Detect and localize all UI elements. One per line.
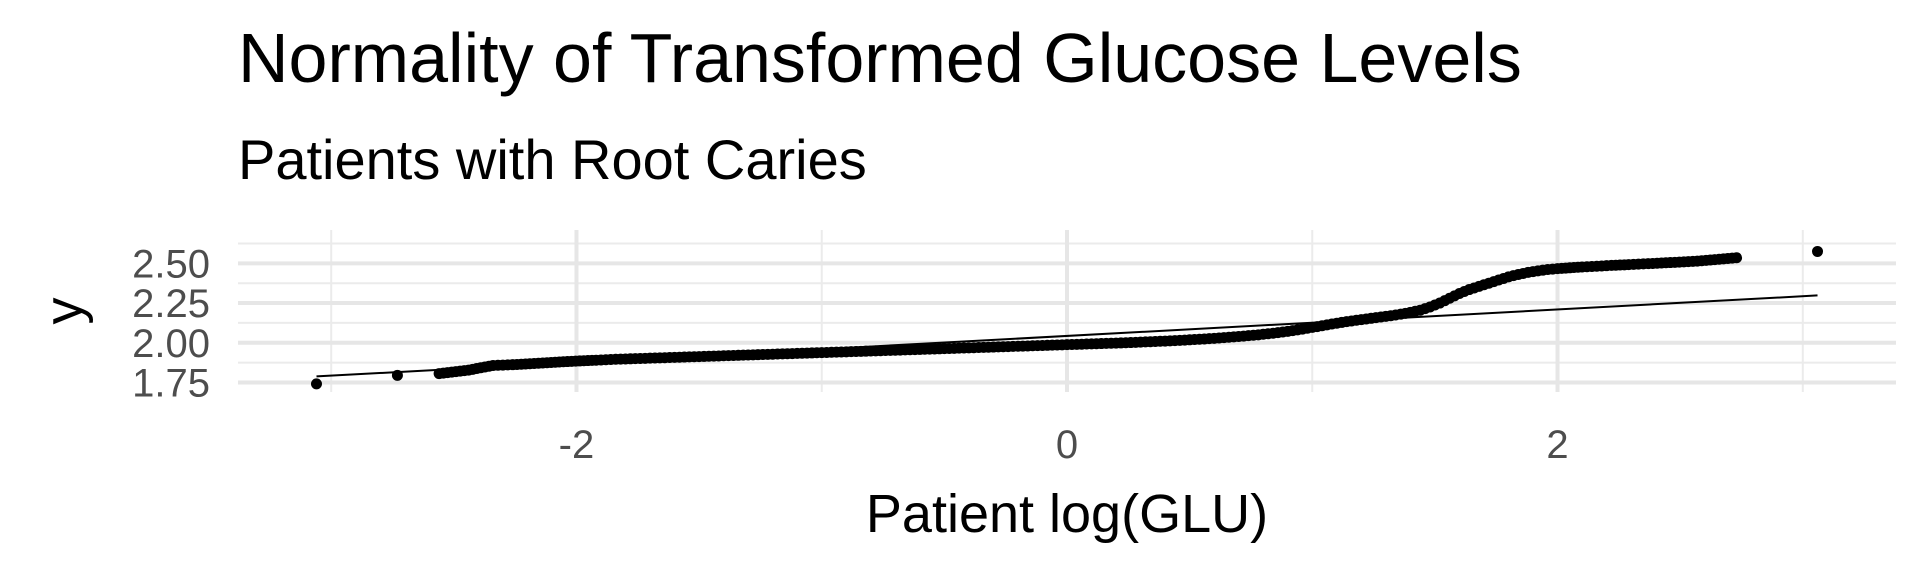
data-points [310,245,1824,390]
chart-title: Normality of Transformed Glucose Levels [238,19,1522,97]
data-point [391,369,403,381]
x-axis-title: Patient log(GLU) [866,484,1268,544]
x-tick-label: 0 [1056,423,1078,467]
x-axis-ticks: -2 0 2 [559,423,1569,467]
y-tick-label: 2.25 [132,282,210,326]
x-tick-label: -2 [559,423,595,467]
x-tick-label: 2 [1546,423,1568,467]
y-axis-ticks: 1.752.002.252.50 [132,242,210,405]
chart-subtitle: Patients with Root Caries [238,128,867,191]
y-tick-label: 2.50 [132,242,210,286]
data-point [310,378,322,390]
y-axis-title: y [34,298,94,325]
y-tick-label: 1.75 [132,361,210,405]
y-tick-label: 2.00 [132,322,210,366]
data-point [1812,245,1824,257]
data-point [1731,252,1743,264]
